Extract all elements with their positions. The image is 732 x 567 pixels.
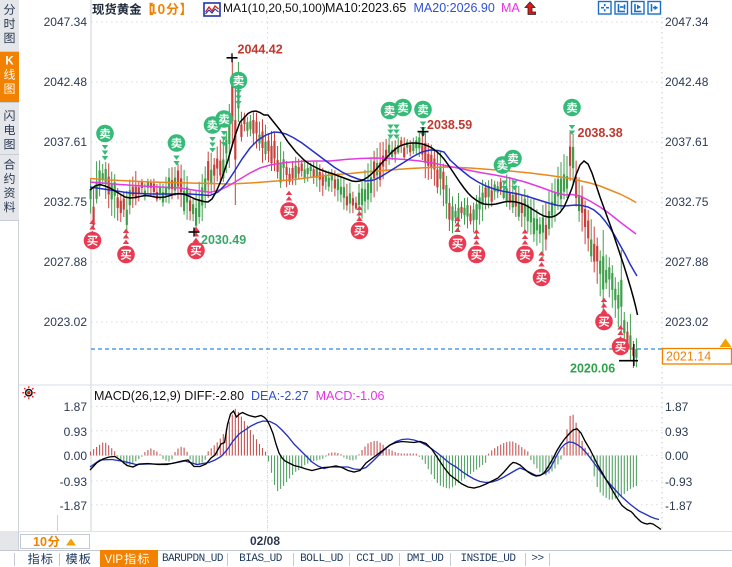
svg-text:2038.59: 2038.59 bbox=[427, 118, 472, 132]
svg-text:10: 10 bbox=[33, 535, 47, 549]
svg-text:K: K bbox=[5, 55, 14, 67]
svg-text:2038.38: 2038.38 bbox=[578, 126, 623, 140]
svg-text:2044.42: 2044.42 bbox=[238, 43, 283, 57]
svg-text:2030.49: 2030.49 bbox=[201, 233, 246, 247]
svg-text:VIP: VIP bbox=[105, 554, 124, 566]
svg-text:2020.06: 2020.06 bbox=[570, 362, 615, 376]
svg-text:2021.14: 2021.14 bbox=[666, 350, 711, 364]
